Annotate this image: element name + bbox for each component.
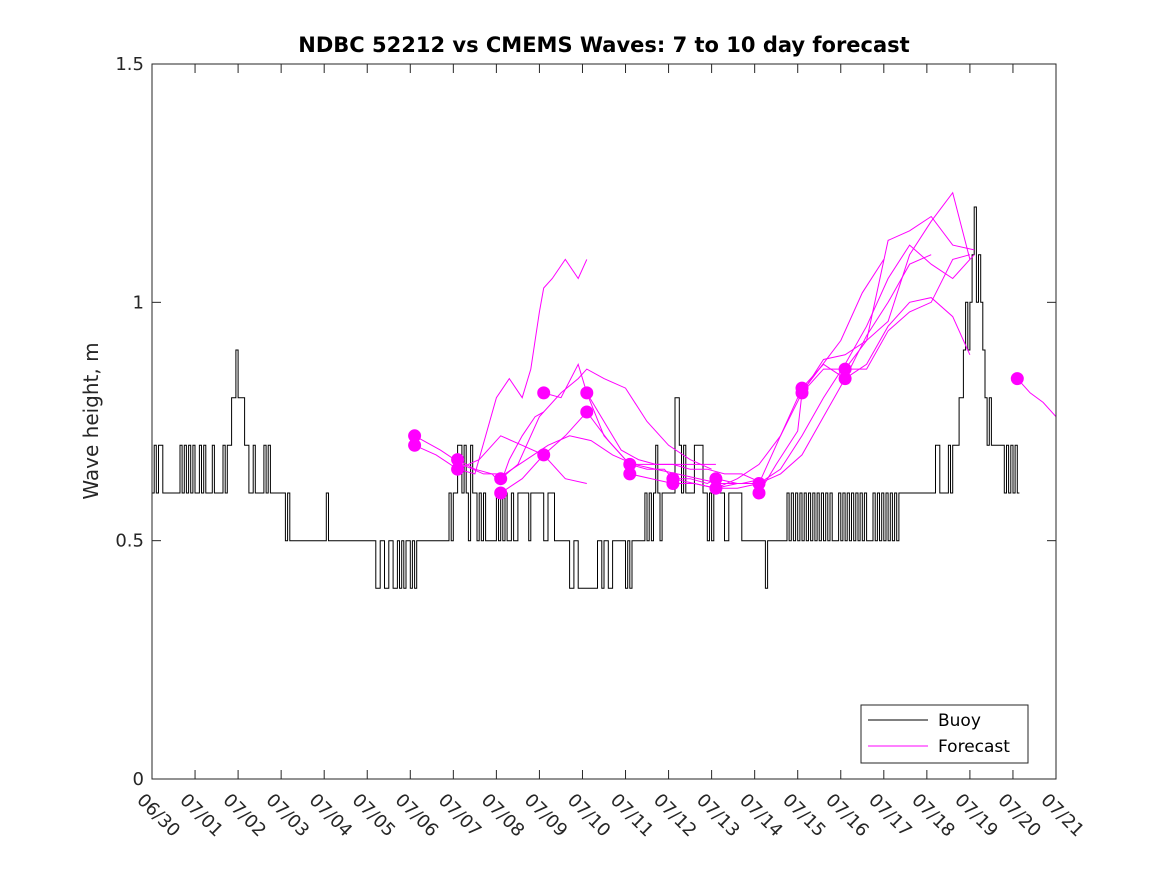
forecast-run-line-12 [758,191,971,494]
forecast-start-marker [451,462,465,476]
y-tick-label: 1 [133,292,144,313]
forecast-run-line-10 [672,244,975,489]
forecast-run-line-3 [457,411,544,485]
forecast-run-line-9 [629,254,932,489]
forecast-start-marker [752,477,766,490]
y-tick-label: 0.5 [115,531,144,552]
forecast-start-marker [709,472,723,486]
plot-frame [151,63,1057,780]
forecast-run-line-15 [1016,378,1057,418]
forecast-start-marker [752,486,766,500]
forecast-start-marker [623,467,637,481]
forecast-run-line-13 [801,297,971,389]
forecast-start-marker [795,386,809,400]
forecast-start-marker [494,486,508,500]
forecast-start-marker [451,453,465,467]
legend-forecast-label: Forecast [938,737,1010,757]
forecast-start-marker [494,472,508,486]
forecast-run-line-5 [500,368,712,480]
forecast-start-marker [408,438,422,452]
forecast-start-marker [838,372,852,386]
forecast-run-line-14 [845,254,971,370]
legend-box [860,704,1029,764]
forecast-start-marker [623,457,637,471]
forecast-start-marker [709,481,723,495]
y-tick-label: 0 [133,769,144,790]
forecast-run-line-4 [457,258,588,475]
forecast-start-marker [408,429,422,443]
forecast-run-line-1 [414,435,587,484]
buoy-series-line [152,206,1020,589]
legend-buoy-label: Buoy [938,711,981,731]
forecast-start-marker [666,477,680,490]
legend: Buoy Forecast [860,704,1029,764]
forecast-start-marker [537,386,551,400]
forecast-start-marker [1010,372,1024,386]
forecast-run-line-7 [543,362,764,484]
y-axis-label: Wave height, m [79,342,103,499]
forecast-start-marker [580,386,594,400]
forecast-start-marker [580,405,594,419]
forecast-start-marker [838,362,852,376]
forecast-start-marker [537,448,551,462]
y-tick-label: 1.5 [115,54,144,75]
chart-title: NDBC 52212 vs CMEMS Waves: 7 to 10 day f… [298,33,909,57]
series-layer [152,191,1057,589]
